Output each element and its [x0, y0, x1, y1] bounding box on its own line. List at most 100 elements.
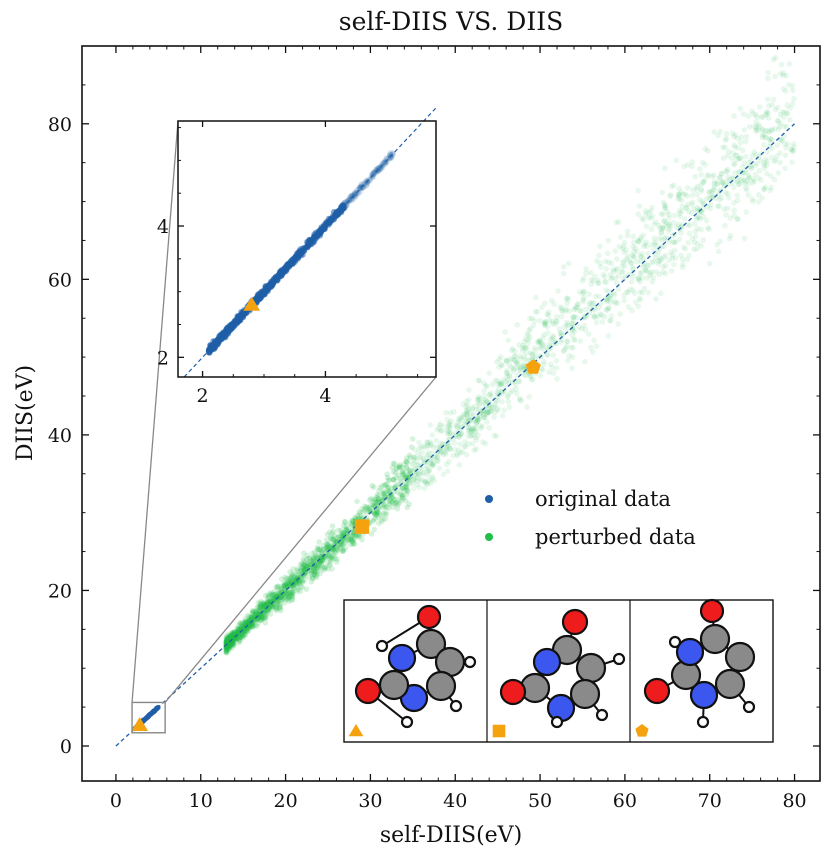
perturbed-point [746, 174, 752, 181]
perturbed-point [341, 532, 348, 538]
perturbed-point [410, 485, 417, 492]
perturbed-point [311, 555, 317, 561]
perturbed-point [525, 337, 531, 343]
perturbed-point [722, 144, 728, 151]
perturbed-point [250, 618, 257, 625]
perturbed-point [324, 547, 331, 554]
perturbed-point [294, 565, 301, 572]
perturbed-point [576, 324, 582, 331]
perturbed-point [400, 495, 406, 502]
perturbed-point [433, 455, 439, 461]
perturbed-point [476, 396, 482, 403]
perturbed-point [326, 555, 333, 562]
perturbed-point [439, 427, 445, 434]
perturbed-point [566, 308, 573, 314]
y-axis-label: DIIS(eV) [13, 365, 38, 461]
perturbed-point [549, 341, 555, 348]
perturbed-point [673, 157, 680, 164]
perturbed-point [359, 536, 365, 543]
perturbed-point [223, 647, 230, 654]
perturbed-point [692, 228, 699, 235]
perturbed-point [340, 547, 347, 554]
perturbed-point [406, 452, 413, 459]
perturbed-point [694, 183, 701, 190]
perturbed-point [447, 425, 453, 432]
perturbed-point [558, 339, 564, 346]
perturbed-point [469, 405, 476, 411]
perturbed-point [287, 592, 294, 598]
perturbed-point [724, 168, 731, 175]
perturbed-point [333, 544, 340, 551]
perturbed-point [565, 296, 571, 303]
perturbed-point [375, 493, 382, 499]
perturbed-point [254, 607, 260, 614]
perturbed-point [319, 557, 326, 564]
perturbed-point [460, 414, 466, 421]
perturbed-point [390, 499, 396, 506]
perturbed-point [679, 197, 685, 204]
perturbed-point [324, 545, 330, 551]
perturbed-point [225, 641, 232, 648]
perturbed-point [283, 581, 289, 587]
perturbed-point [340, 547, 347, 553]
perturbed-point [480, 414, 487, 421]
perturbed-point [592, 314, 599, 320]
perturbed-point [558, 332, 564, 338]
perturbed-point [349, 517, 356, 524]
perturbed-point [764, 170, 770, 177]
perturbed-point [698, 171, 704, 178]
perturbed-point [288, 589, 295, 596]
perturbed-point [405, 476, 411, 482]
perturbed-point [376, 520, 382, 527]
perturbed-point [472, 403, 478, 409]
perturbed-point [236, 635, 243, 642]
perturbed-point [726, 236, 733, 242]
perturbed-point [224, 635, 231, 642]
perturbed-point [708, 194, 715, 201]
perturbed-point [783, 145, 789, 151]
perturbed-point [765, 103, 772, 109]
x-tick-label: 30 [358, 790, 382, 812]
perturbed-point [262, 610, 268, 617]
perturbed-point [348, 536, 355, 543]
perturbed-point [465, 433, 471, 440]
inset-original-point [369, 171, 376, 178]
inset-original-point [213, 337, 220, 344]
perturbed-point [559, 305, 565, 311]
perturbed-point [485, 408, 492, 415]
perturbed-point [527, 350, 534, 356]
perturbed-point [234, 633, 241, 639]
perturbed-point [670, 219, 677, 226]
perturbed-point [399, 493, 405, 499]
perturbed-point [263, 601, 270, 607]
perturbed-point [366, 497, 373, 503]
perturbed-point [296, 580, 303, 587]
perturbed-point [569, 321, 576, 327]
perturbed-point [661, 218, 667, 224]
perturbed-point [571, 337, 578, 343]
perturbed-point [437, 445, 443, 451]
perturbed-point [238, 623, 245, 630]
perturbed-point [718, 170, 725, 177]
perturbed-point [348, 522, 355, 528]
perturbed-point [744, 178, 750, 184]
perturbed-point [466, 417, 472, 423]
perturbed-point [780, 70, 787, 76]
perturbed-point [235, 628, 241, 634]
chart-title: self-DIIS VS. DIIS [339, 7, 563, 36]
perturbed-point [311, 571, 318, 578]
hydrogen-atom [668, 635, 682, 649]
x-tick-label: 70 [698, 790, 722, 812]
carbon-atom [378, 669, 410, 701]
perturbed-point [628, 259, 634, 266]
perturbed-point [227, 632, 233, 639]
perturbed-point [492, 377, 499, 384]
perturbed-point [453, 432, 460, 439]
perturbed-point [257, 613, 264, 620]
perturbed-point [754, 160, 760, 167]
perturbed-point [407, 467, 414, 474]
perturbed-point [241, 621, 247, 628]
perturbed-point [538, 344, 545, 350]
perturbed-point [777, 111, 784, 118]
perturbed-point [232, 632, 238, 638]
